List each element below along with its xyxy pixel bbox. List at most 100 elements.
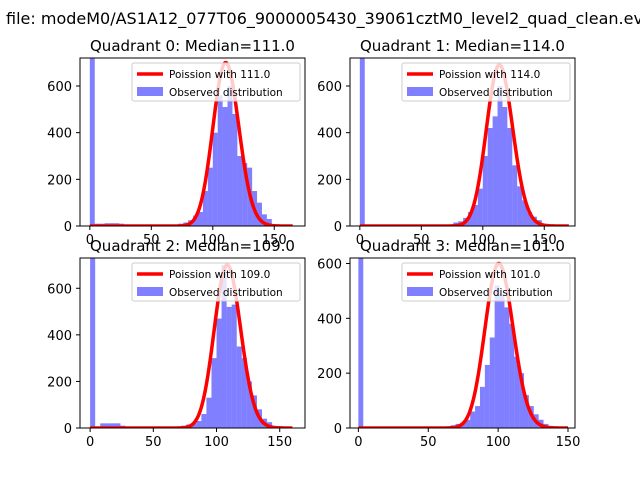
legend: Poission with 114.0 Observed distribution bbox=[401, 62, 571, 102]
legend-hist-swatch bbox=[407, 287, 433, 296]
poisson-fit-line bbox=[89, 60, 294, 226]
histogram-bar bbox=[512, 165, 518, 226]
histogram-bar bbox=[358, 258, 364, 428]
histogram-bar bbox=[237, 156, 243, 226]
legend-fit-label: Poission with 114.0 bbox=[439, 69, 540, 81]
legend-hist-swatch bbox=[137, 87, 163, 96]
y-tick-label: 600 bbox=[317, 80, 342, 95]
histogram-bar bbox=[494, 285, 500, 428]
histogram-bar bbox=[110, 423, 116, 428]
x-tick-label: 50 bbox=[420, 435, 437, 450]
histogram-bar bbox=[221, 264, 227, 428]
y-tick-label: 400 bbox=[317, 127, 342, 142]
y-tick-label: 400 bbox=[317, 312, 342, 327]
x-tick-label: 150 bbox=[532, 233, 557, 248]
histogram-bar bbox=[222, 107, 228, 226]
x-tick-label: 50 bbox=[413, 233, 430, 248]
legend: Poission with 101.0 Observed distribution bbox=[401, 262, 571, 302]
legend-hist-label: Observed distribution bbox=[169, 287, 283, 299]
plot-area bbox=[89, 258, 293, 428]
legend-hist-swatch bbox=[137, 287, 163, 296]
x-tick-label: 100 bbox=[470, 233, 495, 248]
histogram-bar bbox=[523, 395, 529, 428]
legend: Poission with 109.0 Observed distribution bbox=[131, 262, 301, 302]
histogram-bar bbox=[489, 337, 495, 428]
histogram-bar bbox=[472, 205, 478, 226]
x-tick-label: 100 bbox=[204, 435, 229, 450]
legend-box bbox=[401, 62, 571, 102]
histogram-bar bbox=[191, 423, 197, 428]
histogram-bar bbox=[227, 86, 233, 226]
subplot-title: Quadrant 3: Median=101.0 bbox=[360, 237, 565, 255]
legend-fit-label: Poission with 101.0 bbox=[439, 269, 540, 281]
axes-frame bbox=[79, 257, 306, 429]
histogram-bar bbox=[522, 200, 528, 226]
histogram-bar bbox=[479, 386, 485, 428]
y-tick-label: 400 bbox=[47, 329, 72, 344]
x-tick-label: 100 bbox=[486, 435, 511, 450]
histogram-bar bbox=[226, 306, 232, 428]
subplot-title: Quadrant 1: Median=114.0 bbox=[360, 37, 565, 55]
legend-fit-label: Poission with 109.0 bbox=[169, 269, 270, 281]
subplot-2: 0 50 100 150 0 200 400 600 Quadrant 2: Median=10… bbox=[47, 237, 306, 450]
x-tick-label: 0 bbox=[86, 435, 94, 450]
histogram-bar bbox=[201, 414, 207, 428]
histogram-bar bbox=[198, 212, 203, 226]
histogram-bar bbox=[105, 423, 111, 428]
x-tick-label: 0 bbox=[354, 435, 362, 450]
histogram-bar bbox=[217, 95, 223, 226]
histogram-bar bbox=[232, 114, 238, 226]
histogram-bar bbox=[196, 421, 202, 428]
plot-area bbox=[358, 258, 569, 428]
legend-hist-label: Observed distribution bbox=[439, 287, 553, 299]
plot-area bbox=[359, 58, 570, 226]
histogram-bar bbox=[507, 128, 513, 226]
histogram-bar bbox=[482, 156, 488, 226]
x-tick-label: 150 bbox=[262, 233, 287, 248]
histogram-bar bbox=[504, 307, 510, 428]
histogram-bar bbox=[206, 397, 212, 428]
x-tick-label: 100 bbox=[200, 233, 225, 248]
histogram-bar bbox=[509, 323, 515, 428]
y-tick-label: 600 bbox=[317, 257, 342, 272]
histogram-bar bbox=[202, 191, 208, 226]
histogram-bar bbox=[497, 86, 503, 226]
histogram-bar bbox=[246, 381, 252, 428]
legend: Poission with 111.0 Observed distribution bbox=[131, 62, 301, 102]
histogram-bar bbox=[115, 423, 121, 428]
y-tick-label: 0 bbox=[334, 220, 342, 235]
poisson-fit-line bbox=[89, 263, 293, 428]
legend-box bbox=[131, 262, 301, 302]
histogram-bar bbox=[359, 58, 365, 226]
x-tick-label: 0 bbox=[356, 233, 364, 248]
histogram-bar bbox=[261, 214, 267, 226]
axes-frame bbox=[349, 257, 576, 429]
legend-box bbox=[131, 62, 301, 102]
histogram-bar bbox=[487, 128, 493, 226]
legend-box bbox=[401, 262, 571, 302]
subplot-1: 0 50 100 150 0 200 400 600 Quadrant 1: Median=11… bbox=[317, 37, 576, 248]
y-tick-label: 0 bbox=[64, 220, 72, 235]
histogram-bar bbox=[484, 364, 490, 428]
y-tick-label: 200 bbox=[47, 173, 72, 188]
axes-frame bbox=[79, 57, 306, 227]
x-tick-label: 0 bbox=[86, 233, 94, 248]
histogram-bar bbox=[211, 358, 217, 428]
axes-frame bbox=[349, 57, 576, 227]
figure-title: n file: modeM0/AS1A12_077T06_9000005430_… bbox=[0, 9, 640, 28]
histogram-bar bbox=[193, 215, 199, 226]
x-tick-label: 150 bbox=[556, 435, 581, 450]
subplot-0: 0 50 100 150 0 200 400 600 Quadrant 0: Median=11… bbox=[47, 37, 306, 248]
histogram-bar bbox=[517, 186, 523, 226]
histogram-bar bbox=[100, 423, 106, 428]
histogram-bar bbox=[465, 419, 471, 428]
histogram-bar bbox=[207, 167, 213, 226]
histogram-bar bbox=[502, 107, 508, 226]
poisson-fit-line bbox=[359, 63, 570, 226]
subplot-title: Quadrant 0: Median=111.0 bbox=[90, 37, 295, 55]
y-tick-label: 400 bbox=[47, 127, 72, 142]
histogram-bar bbox=[242, 163, 248, 226]
histogram-bar bbox=[492, 116, 498, 226]
histogram-bar bbox=[251, 395, 257, 428]
